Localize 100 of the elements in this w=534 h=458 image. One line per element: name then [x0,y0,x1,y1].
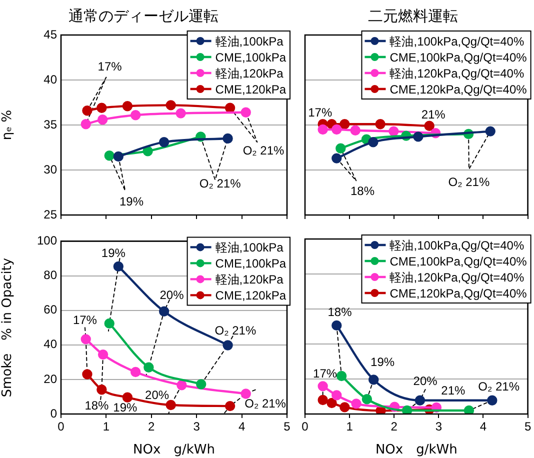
annotation: O₂ 21% [199,176,242,191]
annotation: 19% [113,400,138,414]
point [113,151,124,162]
point [144,362,154,372]
point [158,306,170,316]
x-tick-label: 2 [390,420,398,434]
x-tick-label: 0 [302,420,309,434]
legend-label: 軽油,120kPa,Qg/Qt=40% [390,270,524,284]
point [332,390,342,400]
chart-title: 二元燃料運転 [368,6,458,25]
x-tick-label: 4 [480,420,487,434]
point [368,374,379,385]
point [402,405,412,414]
point [388,126,399,136]
annotation: 18% [328,304,352,319]
point [96,102,107,113]
x-tick-label: 1 [346,420,354,434]
x-tick-label: 2 [148,420,156,434]
y-axis-title: ηₑ % [0,110,16,140]
point [485,126,496,136]
legend-label: CME,100kPa [215,50,286,64]
legend-label: CME,100kPa [215,256,286,271]
point [350,125,360,136]
point [130,366,141,378]
annotation: 20% [145,388,170,402]
y-tick-label: 20 [44,372,58,386]
annotation: 20% [160,288,184,302]
annotation: 18% [350,184,375,198]
point [332,320,342,331]
point [332,153,342,164]
point [413,132,424,142]
y-axis-title: Smoke % in Opacity [0,258,16,398]
x-tick-label: 4 [238,420,246,434]
legend-label: CME,100kPa,Qg/Qt=40% [390,50,528,64]
annotation: 17% [308,106,332,120]
y-tick-label: 40 [44,72,58,86]
y-tick-label: 80 [44,268,58,282]
x-tick-label: 3 [435,420,442,434]
y-tick-label: 45 [44,27,58,42]
point [240,107,251,118]
y-tick-label: 30 [44,162,58,176]
point [80,119,91,130]
annotation: 20% [413,374,438,388]
point [414,395,426,406]
point [368,137,378,148]
point [326,398,337,408]
point [336,143,346,154]
point [222,133,233,144]
x-axis-title: NOx g/kWh [375,442,458,458]
point [375,119,386,130]
x-tick-label: 3 [193,420,200,434]
point [80,334,91,344]
point [130,110,141,120]
annotation: 19% [370,355,395,370]
point [97,114,108,125]
legend-label: 軽油,100kPa,Qg/Qt=40% [390,238,524,252]
x-tick-label: 1 [102,420,110,434]
point [176,380,187,390]
point [122,392,133,403]
point [318,124,328,135]
annotation: O₂ 21% [242,143,284,158]
point [166,400,176,410]
point [104,318,114,329]
x-tick-label: 5 [524,420,532,434]
annotation: O₂ 21% [478,379,520,394]
point [122,101,133,112]
legend-label: 軽油,100kPa,Qg/Qt=40% [390,34,524,48]
annotation: 21% [421,107,446,122]
point [318,381,328,392]
annotation: O₂ 21% [214,324,256,338]
point [196,379,206,390]
point [96,384,107,395]
point [351,398,362,409]
y-tick-label: 35 [44,117,58,132]
point [222,340,233,350]
legend-label: CME,100kPa,Qg/Qt=40% [390,254,528,268]
annotation: O₂ 21% [448,174,490,189]
legend-label: 軽油,120kPa,Qg/Qt=40% [390,66,524,80]
y-tick-label: 0 [50,406,58,420]
point [340,402,350,412]
point [318,394,328,406]
annotation: 19% [101,246,126,260]
point [158,137,170,148]
y-tick-label: 25 [44,207,58,222]
point [362,394,372,404]
line-series [145,299,170,376]
x-tick-label: 5 [284,420,291,434]
point [104,150,114,161]
annotation: 17% [313,366,338,380]
legend-label: 軽油,120kPa [215,272,284,287]
point [82,106,92,116]
legend-label: CME,120kPa [215,82,286,96]
x-axis-title: NOx g/kWh [133,442,215,458]
chart-title: 通常のディーゼル運転 [68,6,218,25]
legend-label: CME,120kPa,Qg/Qt=40% [390,82,528,96]
point [332,124,342,135]
annotation: 19% [119,194,144,209]
annotation: O₂ 21% [244,396,286,411]
annotation: 17% [98,60,122,74]
point [487,395,498,406]
